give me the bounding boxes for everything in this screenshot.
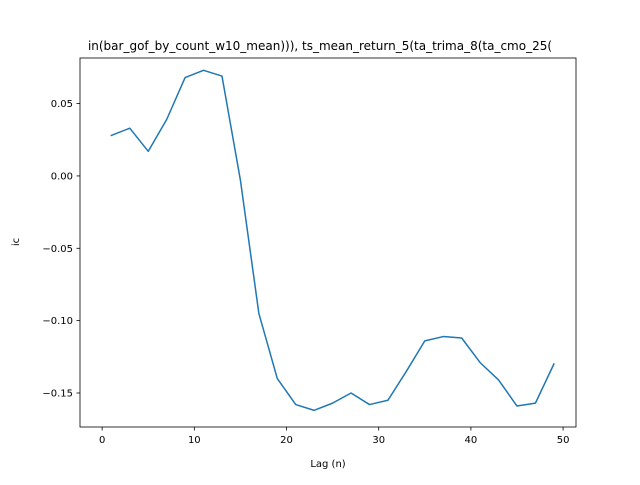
x-tick-label: 0 <box>99 435 105 446</box>
x-tick-label: 10 <box>188 435 201 446</box>
axes-frame <box>79 57 577 428</box>
chart-title: in(bar_gof_by_count_w10_mean))), ts_mean… <box>88 39 552 53</box>
x-axis-title: Lag (n) <box>310 459 345 470</box>
y-tick-label: −0.15 <box>42 388 73 399</box>
y-tick-label: 0.05 <box>51 99 73 110</box>
series-line-0 <box>110 69 555 412</box>
axes: 0 10 20 30 40 50 0.05 0.00 −0.05 −0.10 −0.15 <box>42 57 577 446</box>
plot-area <box>110 69 555 412</box>
y-axis-title: ic <box>11 238 22 246</box>
x-tick-label: 50 <box>557 435 570 446</box>
x-tick-label: 30 <box>372 435 385 446</box>
y-tick-label: 0.00 <box>51 171 73 182</box>
y-tick-label: −0.05 <box>42 244 73 255</box>
x-tick-label: 20 <box>280 435 293 446</box>
x-tick-label: 40 <box>465 435 478 446</box>
y-tick-label: −0.10 <box>42 316 73 327</box>
